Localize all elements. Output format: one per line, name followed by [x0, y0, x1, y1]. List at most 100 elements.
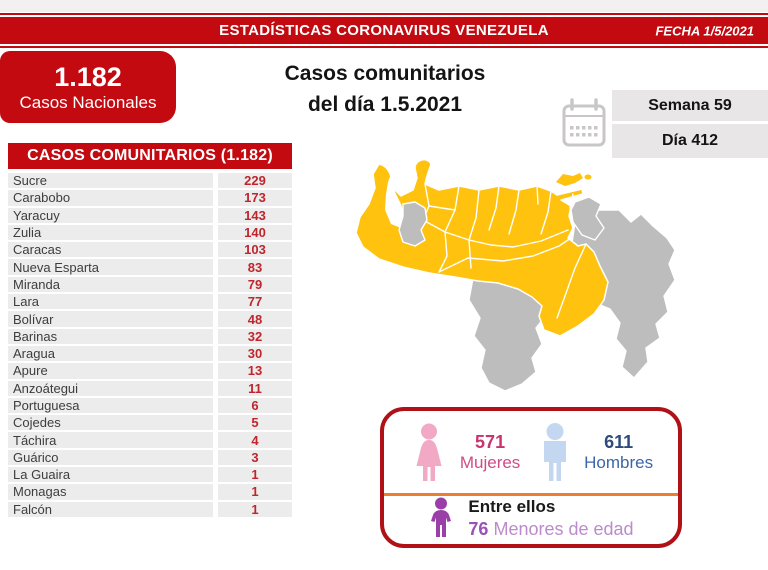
state-cases: 103 — [218, 242, 292, 258]
state-name: Barinas — [8, 328, 213, 344]
state-name: Zulia — [8, 224, 213, 241]
men-label: Hombres — [584, 452, 654, 472]
women-label: Mujeres — [459, 452, 521, 472]
state-cases: 11 — [218, 380, 292, 396]
table-row: Cojedes 5 — [8, 415, 292, 431]
table-row: Portuguesa 6 — [8, 397, 292, 414]
banner-pinstripe-top — [0, 13, 768, 15]
table-row: Falcón 1 — [8, 501, 292, 517]
state-cases: 4 — [218, 432, 292, 448]
state-cases: 5 — [218, 415, 292, 431]
table-row: Táchira 4 — [8, 432, 292, 448]
top-strip — [0, 0, 768, 12]
state-cases: 77 — [218, 294, 292, 310]
state-name: Aragua — [8, 345, 213, 362]
table-row: Guárico 3 — [8, 449, 292, 466]
community-table-title: CASOS COMUNITARIOS (1.182) — [27, 147, 273, 164]
state-cases: 30 — [218, 345, 292, 362]
national-cases-box: 1.182 Casos Nacionales — [0, 51, 176, 123]
state-name: Monagas — [8, 484, 213, 500]
state-cases: 79 — [218, 276, 292, 293]
map-lake-maracaibo — [385, 174, 405, 228]
state-name: Nueva Esparta — [8, 259, 213, 275]
state-name: Apure — [8, 363, 213, 379]
state-cases: 13 — [218, 363, 292, 379]
table-row: Sucre 229 — [8, 173, 292, 189]
state-cases: 140 — [218, 224, 292, 241]
minors-label: Menores de edad — [493, 518, 634, 539]
table-row: Carabobo 173 — [8, 190, 292, 206]
child-icon — [431, 497, 452, 538]
map-island-small — [584, 174, 592, 180]
table-row: Barinas 32 — [8, 328, 292, 344]
table-row: Caracas 103 — [8, 242, 292, 258]
table-row: Lara 77 — [8, 294, 292, 310]
minors-text: Entre ellos 76 Menores de edad — [468, 496, 633, 540]
banner-title: ESTADÍSTICAS CORONAVIRUS VENEZUELA — [219, 22, 549, 39]
state-name: Yaracuy — [8, 207, 213, 223]
minors-intro: Entre ellos — [468, 497, 556, 517]
venezuela-map — [333, 150, 765, 402]
woman-icon — [416, 423, 442, 482]
women-stats: 571 Mujeres — [460, 432, 520, 472]
state-cases: 1 — [218, 484, 292, 500]
table-row: Zulia 140 — [8, 224, 292, 241]
minors-row: Entre ellos 76 Menores de edad — [384, 496, 678, 544]
banner-bar: ESTADÍSTICAS CORONAVIRUS VENEZUELA FECHA… — [0, 17, 768, 44]
table-row: Bolívar 48 — [8, 311, 292, 327]
men-group: 611 Hombres — [537, 423, 653, 482]
state-cases: 1 — [218, 501, 292, 517]
table-row: Anzoátegui 11 — [8, 380, 292, 396]
national-cases-value: 1.182 — [54, 61, 122, 92]
state-name: Anzoátegui — [8, 380, 213, 396]
state-cases: 3 — [218, 449, 292, 466]
map-region-merida-trujillo — [398, 201, 428, 247]
state-name: Guárico — [8, 449, 213, 466]
national-cases-label: Casos Nacionales — [19, 93, 157, 112]
state-name: Miranda — [8, 276, 213, 293]
women-group: 571 Mujeres — [409, 423, 520, 482]
page-title-line1: Casos comunitarios — [284, 62, 486, 85]
community-table-header: CASOS COMUNITARIOS (1.182) — [8, 143, 292, 169]
banner-pinstripe-bottom — [0, 46, 768, 48]
minors-line: 76 Menores de edad — [468, 518, 633, 541]
state-cases: 48 — [218, 311, 292, 327]
state-cases: 1 — [218, 467, 292, 483]
orange-divider — [384, 493, 678, 497]
state-name: Portuguesa — [8, 397, 213, 414]
map-state-borders — [422, 183, 587, 319]
community-table-body: Sucre 229 Carabobo 173 Yaracuy 143 Zulia 140 Car… — [8, 173, 292, 519]
state-cases: 173 — [218, 190, 292, 206]
state-cases: 143 — [218, 207, 292, 223]
state-name: Lara — [8, 294, 213, 310]
table-row: Miranda 79 — [8, 276, 292, 293]
state-name: Cojedes — [8, 415, 213, 431]
men-stats: 611 Hombres — [584, 432, 653, 472]
state-name: Caracas — [8, 242, 213, 258]
gender-stats-box: 571 Mujeres 611 Hombres — [380, 407, 682, 548]
map-island-margarita — [556, 173, 583, 186]
page-title-line2: del día 1.5.2021 — [307, 93, 463, 116]
table-row: Nueva Esparta 83 — [8, 259, 292, 275]
state-name: Carabobo — [8, 190, 213, 206]
top-banner: ESTADÍSTICAS CORONAVIRUS VENEZUELA FECHA… — [0, 13, 768, 48]
state-cases: 6 — [218, 397, 292, 414]
page-title: Casos comunitarios del día 1.5.2021 — [248, 58, 522, 120]
banner-date: FECHA 1/5/2021 — [655, 23, 754, 38]
table-row: Aragua 30 — [8, 345, 292, 362]
state-name: Bolívar — [8, 311, 213, 327]
state-name: Sucre — [8, 173, 213, 189]
state-name: Táchira — [8, 432, 213, 448]
week-badge: Semana 59 — [612, 90, 768, 121]
table-row: Monagas 1 — [8, 484, 292, 500]
day-label: Día 412 — [661, 132, 719, 149]
state-name: La Guaira — [8, 467, 213, 483]
women-count: 571 — [475, 432, 506, 452]
map-region-delta-amacuro — [570, 196, 605, 241]
calendar-icon — [561, 98, 607, 150]
state-cases: 229 — [218, 173, 292, 189]
table-row: Apure 13 — [8, 363, 292, 379]
man-icon — [544, 423, 567, 482]
table-row: Yaracuy 143 — [8, 207, 292, 223]
